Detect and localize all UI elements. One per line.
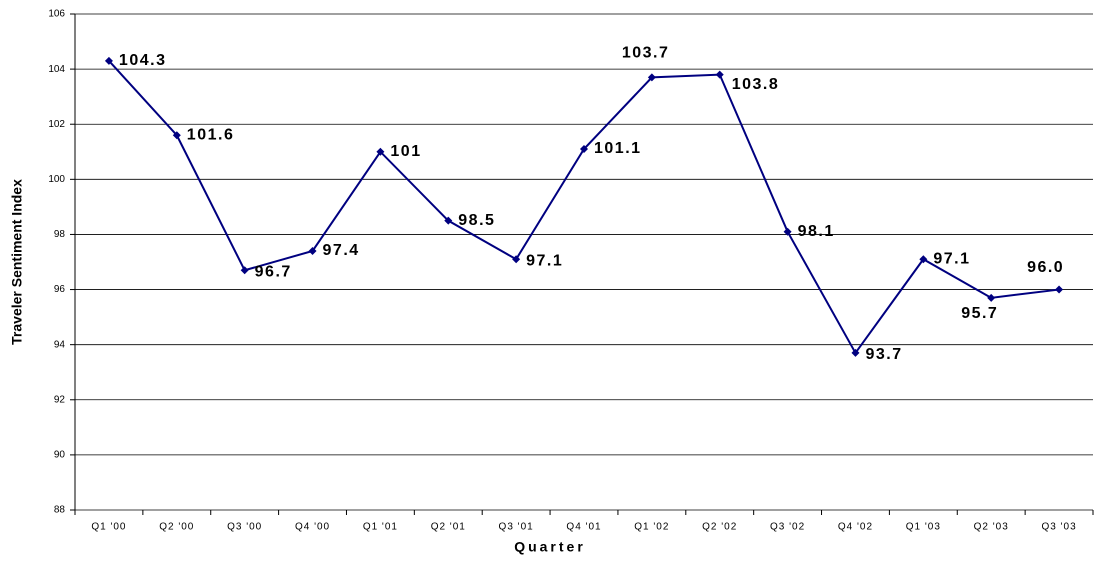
- x-tick-label: Q4 '00: [295, 522, 330, 533]
- value-label: 101: [390, 143, 421, 160]
- x-tick-label: Q2 '03: [974, 522, 1009, 533]
- x-tick-label: Q1 '01: [363, 522, 398, 533]
- x-tick-label: Q2 '02: [702, 522, 737, 533]
- value-label: 97.1: [933, 250, 970, 267]
- marker: [240, 266, 249, 275]
- marker: [308, 246, 317, 255]
- marker: [647, 73, 656, 82]
- y-axis-label: Traveler Sentiment Index: [9, 179, 25, 345]
- marker: [444, 216, 453, 225]
- x-tick-label: Q4 '02: [838, 522, 873, 533]
- line: [108, 60, 1060, 355]
- marker: [104, 56, 113, 65]
- value-label: 97.4: [323, 242, 360, 259]
- value-label: 103.8: [732, 76, 780, 93]
- y-tick-label: 100: [48, 174, 65, 185]
- y-tick-label: 96: [54, 284, 66, 295]
- y-tick-label: 102: [48, 119, 65, 130]
- x-tick-label: Q3 '03: [1041, 522, 1076, 533]
- x-tick-label: Q1 '02: [634, 522, 669, 533]
- x-axis-label: Quarter: [514, 539, 586, 555]
- value-label: 103.7: [622, 45, 670, 62]
- marker: [987, 293, 996, 302]
- value-label: 93.7: [865, 346, 902, 363]
- y-tick-label: 92: [54, 394, 66, 405]
- x-tick-label: Q1 '03: [906, 522, 941, 533]
- value-label: 95.7: [961, 305, 998, 322]
- marker: [172, 131, 181, 140]
- x-tick-label: Q4 '01: [566, 522, 601, 533]
- value-label: 96.7: [255, 263, 292, 280]
- value-label: 104.3: [119, 52, 167, 69]
- marker: [715, 70, 724, 79]
- value-label: 101.1: [594, 140, 642, 157]
- y-tick-label: 98: [54, 229, 66, 240]
- value-label: 97.1: [526, 252, 563, 269]
- y-tick-label: 104: [48, 64, 65, 75]
- value-label: 101.6: [187, 126, 235, 143]
- x-tick-label: Q3 '00: [227, 522, 262, 533]
- marker: [783, 227, 792, 236]
- x-tick-label: Q3 '02: [770, 522, 805, 533]
- marker: [512, 255, 521, 264]
- y-tick-label: 106: [48, 9, 65, 20]
- value-label: 96.0: [1027, 259, 1064, 276]
- x-tick-label: Q2 '00: [159, 522, 194, 533]
- x-tick-label: Q2 '01: [431, 522, 466, 533]
- value-label: 98.5: [458, 212, 495, 229]
- marker: [376, 147, 385, 156]
- marker: [1055, 285, 1064, 294]
- marker: [851, 348, 860, 357]
- marker: [580, 145, 588, 154]
- y-tick-label: 88: [54, 505, 66, 516]
- x-tick-label: Q1 '00: [91, 522, 126, 533]
- y-tick-label: 90: [54, 450, 66, 461]
- x-tick-label: Q3 '01: [499, 522, 534, 533]
- marker: [919, 255, 928, 264]
- y-tick-label: 94: [54, 339, 66, 350]
- value-label: 98.1: [798, 223, 835, 240]
